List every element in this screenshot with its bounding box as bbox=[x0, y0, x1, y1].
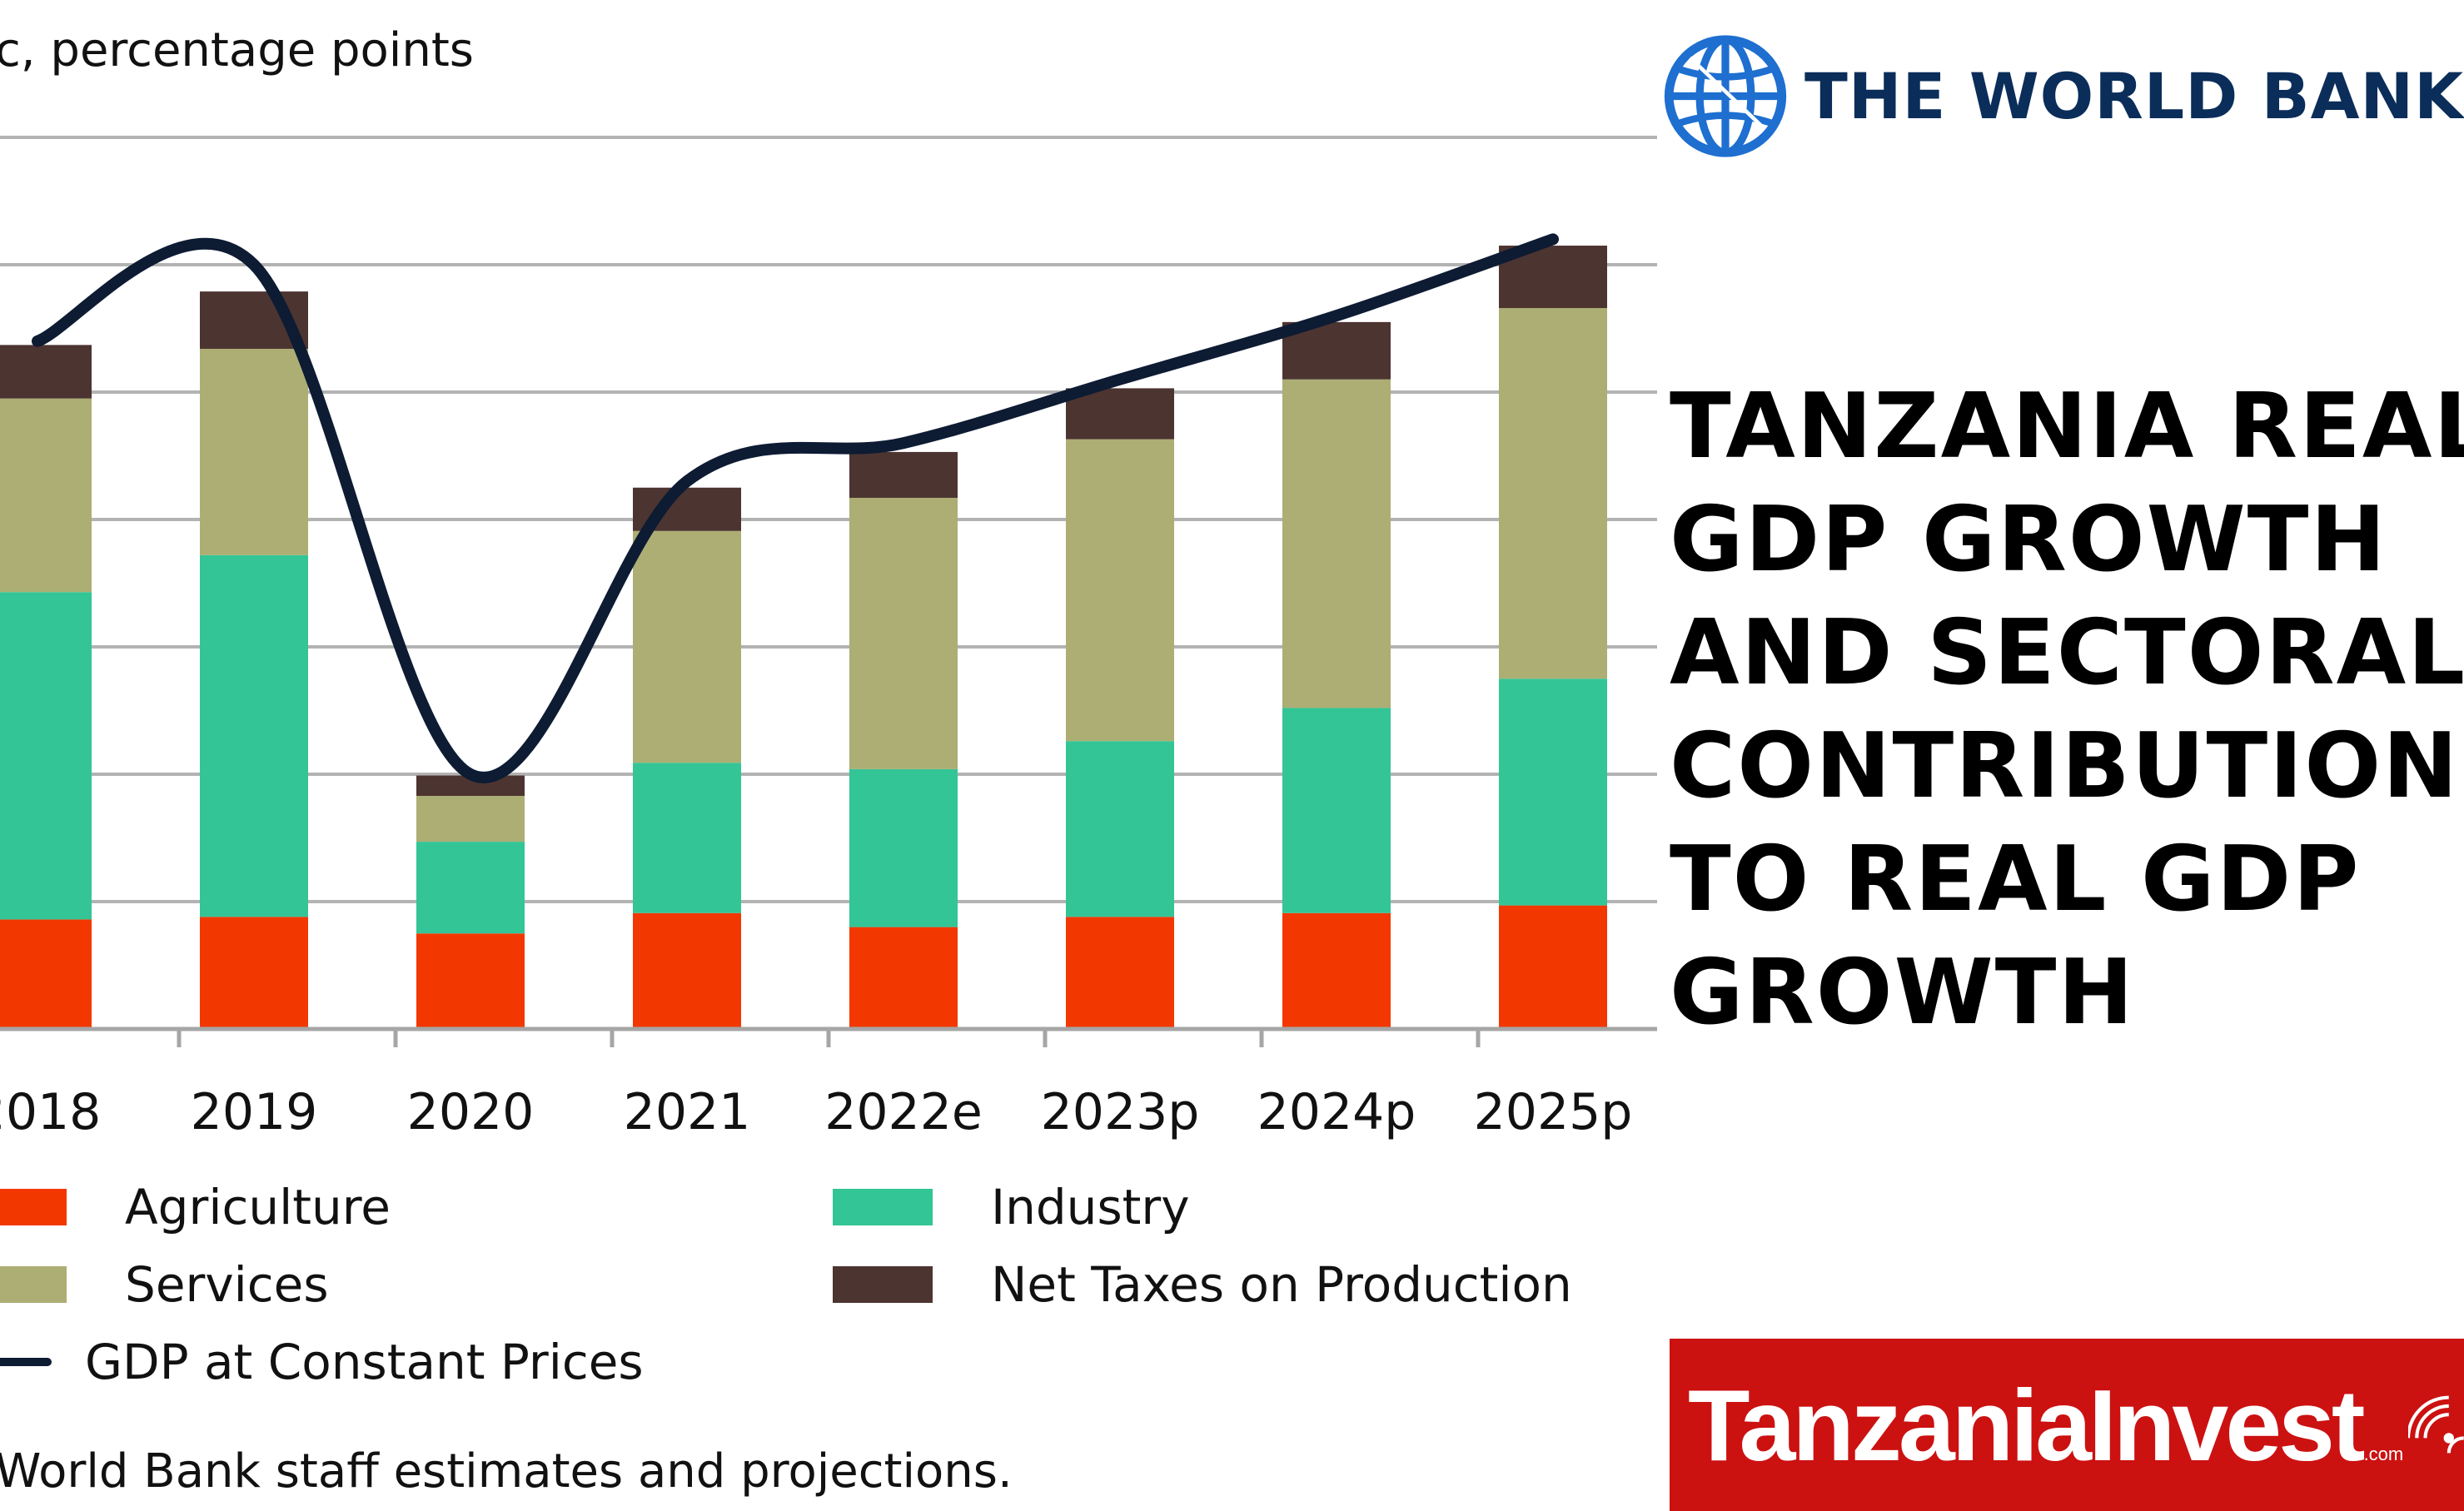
y-axis-note: c, percentage points bbox=[0, 23, 474, 77]
source-note: World Bank staff estimates and projectio… bbox=[0, 1444, 1013, 1499]
bar-industry bbox=[1499, 678, 1607, 906]
headline-line: GROWTH bbox=[1670, 941, 2135, 1045]
legend-label-services: Services bbox=[125, 1256, 329, 1313]
bar-industry bbox=[416, 842, 525, 934]
bar-services bbox=[1282, 379, 1391, 708]
line-gdp-constant-prices bbox=[32, 233, 1559, 783]
legend-item-industry: Industry bbox=[833, 1178, 1190, 1236]
x-tick-label: 2025p bbox=[1474, 1083, 1633, 1141]
legend-swatch-net-taxes bbox=[833, 1266, 933, 1303]
legend-swatch-industry bbox=[833, 1189, 933, 1225]
x-tick-label: 2019 bbox=[191, 1083, 318, 1141]
legend-item-services: Services bbox=[0, 1255, 329, 1314]
tanzaniainvest-logo-text: TanzaniaInvest bbox=[1688, 1368, 2366, 1482]
legend-label-agriculture: Agriculture bbox=[125, 1179, 391, 1235]
legend-item-net-taxes: Net Taxes on Production bbox=[833, 1255, 1572, 1314]
bar-industry bbox=[849, 768, 958, 927]
headline-line: TO REAL GDP bbox=[1670, 828, 2361, 932]
headline-line: CONTRIBUTIONS bbox=[1670, 714, 2464, 818]
bar-services bbox=[0, 398, 92, 593]
x-tick-label: 2020 bbox=[407, 1083, 535, 1141]
headline-line: GDP GROWTH bbox=[1670, 488, 2387, 592]
legend-label-net-taxes: Net Taxes on Production bbox=[991, 1256, 1572, 1313]
bar-industry bbox=[0, 592, 92, 920]
world-bank-logo: THE WORLD BANK bbox=[1661, 12, 2464, 179]
bar-services bbox=[200, 348, 308, 555]
x-tick-label: 2022e bbox=[824, 1083, 983, 1141]
bar-industry bbox=[1066, 741, 1174, 917]
gdp-chart: 2018 2019 2020 2021 2022e 2023p 2024p 2025p bbox=[0, 136, 1657, 1141]
legend-label-gdp: GDP at Constant Prices bbox=[85, 1334, 644, 1390]
bar-industry bbox=[200, 554, 308, 917]
bar-services bbox=[416, 796, 525, 842]
legend-item-agriculture: Agriculture bbox=[0, 1178, 391, 1236]
bar-agriculture bbox=[849, 927, 958, 1029]
bar-industry bbox=[633, 763, 741, 913]
bar-agriculture bbox=[1066, 917, 1174, 1029]
world-bank-globe-icon bbox=[1664, 34, 1787, 157]
bar-services bbox=[849, 497, 958, 769]
legend-label-industry: Industry bbox=[991, 1179, 1190, 1235]
bar-industry bbox=[1282, 708, 1391, 913]
chart-area: c, percentage points 2018 2019 2020 2021 202… bbox=[0, 23, 1665, 1499]
x-tick-label: 2018 bbox=[0, 1083, 101, 1141]
legend-swatch-services bbox=[0, 1266, 67, 1303]
chart-legend: Agriculture Industry Services Net Taxes … bbox=[0, 1166, 1665, 1415]
bar-services bbox=[1499, 308, 1607, 679]
bar-services bbox=[1066, 439, 1174, 742]
legend-swatch-agriculture bbox=[0, 1189, 67, 1225]
bar-agriculture bbox=[1282, 912, 1391, 1029]
x-tick-label: 2023p bbox=[1041, 1083, 1200, 1141]
headline-line: AND SECTORAL bbox=[1670, 601, 2464, 705]
tanzaniainvest-banner[interactable]: TanzaniaInvest .com bbox=[1670, 1339, 2464, 1511]
bar-services bbox=[633, 530, 741, 763]
bar-agriculture bbox=[1499, 905, 1607, 1029]
signal-waves-icon bbox=[2408, 1395, 2464, 1454]
headline-line: TANZANIA REAL bbox=[1670, 375, 2464, 479]
bar-net-taxes bbox=[0, 345, 92, 399]
headline: TANZANIA REAL GDP GROWTH AND SECTORAL CO… bbox=[1670, 370, 2464, 1050]
bar-net-taxes bbox=[849, 451, 958, 498]
bar-agriculture bbox=[0, 919, 92, 1029]
bar-agriculture bbox=[416, 933, 525, 1029]
legend-line-gdp bbox=[0, 1358, 52, 1366]
tanzaniainvest-suffix: .com bbox=[2363, 1443, 2404, 1464]
x-tick-label: 2024p bbox=[1257, 1083, 1416, 1141]
bar-agriculture bbox=[200, 917, 308, 1029]
bar-agriculture bbox=[633, 912, 741, 1029]
x-tick-label: 2021 bbox=[624, 1083, 751, 1141]
bar-net-taxes bbox=[1066, 388, 1174, 440]
world-bank-text: THE WORLD BANK bbox=[1804, 58, 2464, 133]
legend-item-gdp: GDP at Constant Prices bbox=[0, 1333, 644, 1391]
